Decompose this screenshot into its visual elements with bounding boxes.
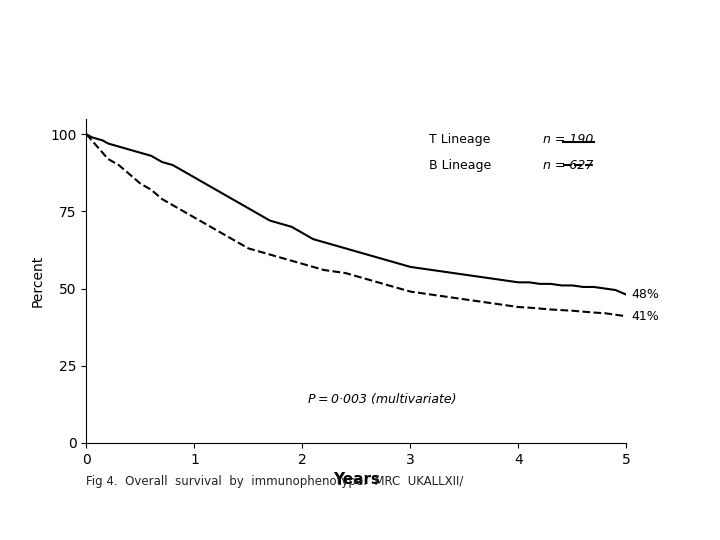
Text: T Lineage: T Lineage [429,133,490,146]
Text: Fig 4.  Overall  survival  by  immunophenotype.  MRC  UKALLXII/: Fig 4. Overall survival by immunophenoty… [86,475,464,488]
Text: P = 0·003 (multivariate): P = 0·003 (multivariate) [307,393,456,406]
Text: Jacob M. Rowe. Prognostic factors in adult acute lymphoblastic leukaemia. Britis: Jacob M. Rowe. Prognostic factors in adu… [7,519,591,529]
Text: Диагностика -: Диагностика - [14,24,219,48]
Y-axis label: Percent: Percent [31,255,45,307]
Legend: , : , [558,132,609,178]
Text: иммунофенотипирование: иммунофенотипирование [14,63,387,87]
Text: n = 627: n = 627 [543,159,593,172]
X-axis label: Years: Years [333,472,380,487]
Text: 48%: 48% [632,288,660,301]
Text: n = 190: n = 190 [543,133,593,146]
Text: B Lineage: B Lineage [429,159,492,172]
Text: 41%: 41% [632,310,660,323]
